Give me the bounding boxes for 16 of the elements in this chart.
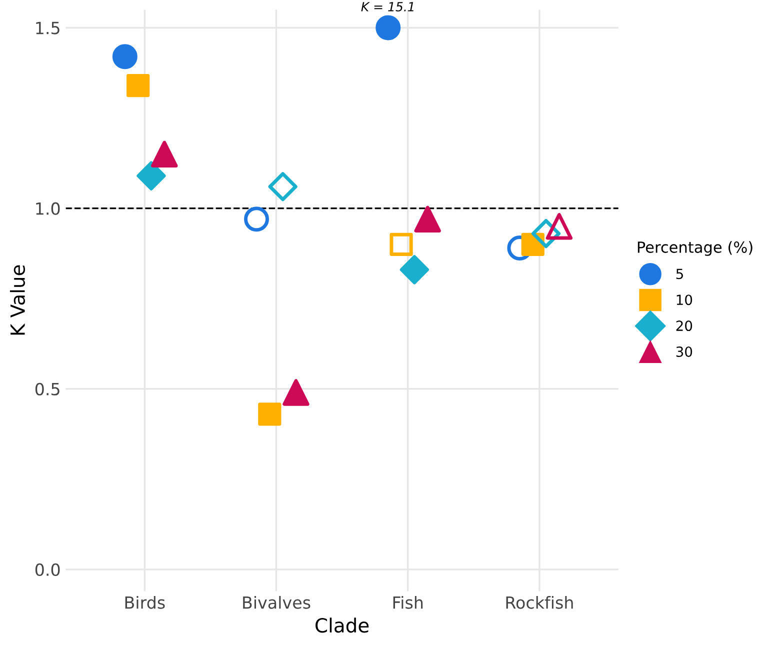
y-tick-label: 1.5 (36, 22, 60, 34)
legend-label: 30 (676, 346, 692, 357)
x-axis-title: Clade (316, 618, 369, 633)
x-tick-label: Birds (125, 596, 165, 609)
x-tick-label: Fish (393, 596, 423, 609)
y-tick-label: 0.5 (35, 382, 60, 396)
annotation: K = 15.1 (361, 2, 414, 12)
legend-title: Percentage (%) (638, 241, 752, 256)
legend-label: 20 (676, 320, 692, 332)
legend-label: 10 (676, 294, 692, 306)
x-tick-label: Bivalves (243, 596, 310, 609)
y-tick-label: 1.0 (36, 202, 60, 215)
x-tick-label: Rockfish (506, 596, 573, 609)
y-axis-title: K Value (10, 265, 26, 335)
y-tick-label: 0.0 (35, 563, 60, 576)
legend-label: 5 (676, 268, 683, 280)
